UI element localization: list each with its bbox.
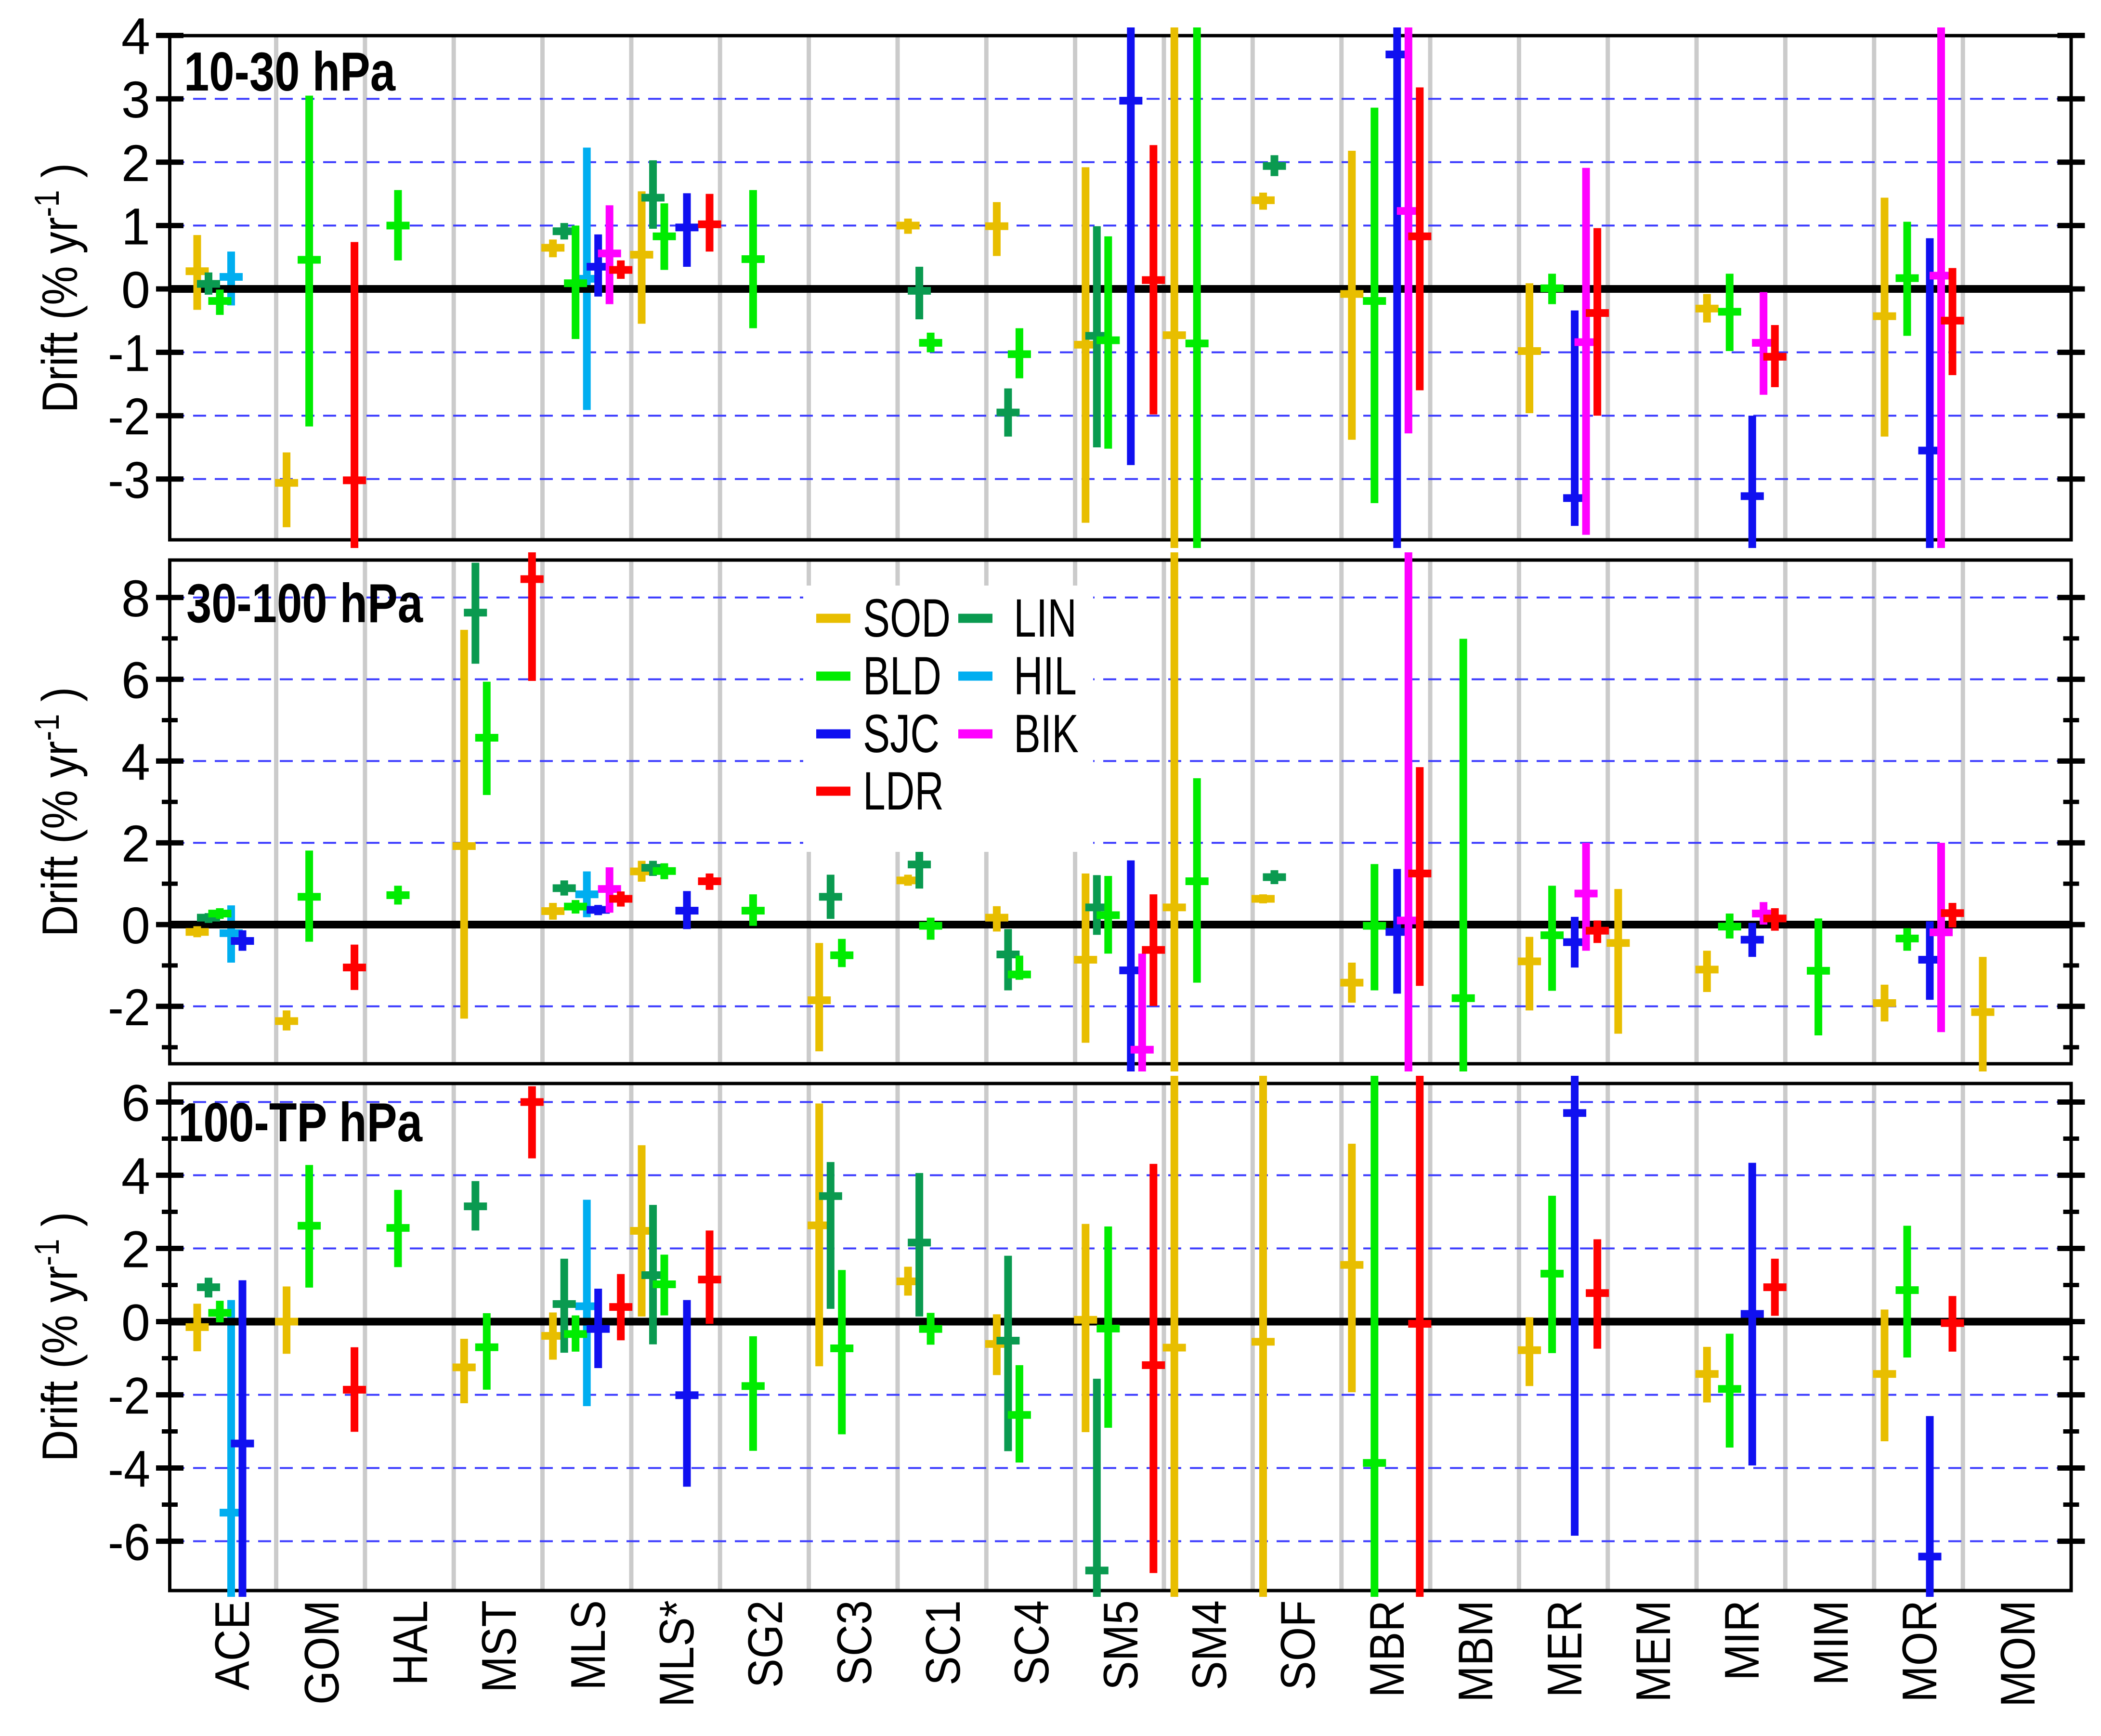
svg-text:30-100 hPa: 30-100 hPa (186, 573, 423, 634)
svg-text:ACE: ACE (206, 1600, 260, 1690)
svg-text:MEM: MEM (1627, 1600, 1681, 1702)
svg-text:-2: -2 (108, 387, 150, 445)
svg-text:0: 0 (121, 261, 150, 319)
svg-text:SOD: SOD (863, 588, 951, 648)
svg-text:6: 6 (121, 651, 150, 709)
svg-text:BIK: BIK (1014, 704, 1079, 764)
svg-text:MLS: MLS (561, 1600, 615, 1690)
svg-text:SC1: SC1 (916, 1600, 970, 1685)
svg-text:SOF: SOF (1271, 1600, 1325, 1690)
svg-text:-1: -1 (108, 324, 150, 382)
svg-text:MOM: MOM (1991, 1600, 2045, 1707)
svg-text:8: 8 (121, 569, 150, 627)
svg-text:MLS*: MLS* (650, 1600, 704, 1707)
svg-text:GOM: GOM (295, 1600, 349, 1705)
svg-text:Drift (% yr-1 ): Drift (% yr-1 ) (28, 163, 88, 413)
svg-text:-3: -3 (108, 451, 150, 509)
svg-text:LDR: LDR (863, 761, 944, 821)
svg-text:HIL: HIL (1014, 646, 1077, 706)
svg-text:SJC: SJC (863, 704, 940, 764)
svg-text:4: 4 (121, 1147, 150, 1205)
svg-text:SC4: SC4 (1005, 1600, 1059, 1685)
svg-text:3: 3 (121, 70, 150, 129)
svg-text:BLD: BLD (863, 646, 941, 706)
svg-text:2: 2 (121, 814, 150, 873)
svg-text:MBM: MBM (1449, 1600, 1503, 1702)
svg-text:2: 2 (121, 134, 150, 192)
svg-text:6: 6 (121, 1074, 150, 1132)
svg-text:0: 0 (121, 1293, 150, 1352)
svg-text:SC3: SC3 (828, 1600, 882, 1685)
svg-text:MIM: MIM (1804, 1600, 1858, 1685)
svg-text:MIR: MIR (1715, 1600, 1769, 1681)
svg-text:MER: MER (1538, 1600, 1592, 1697)
svg-text:0: 0 (121, 896, 150, 954)
svg-text:4: 4 (121, 7, 150, 65)
svg-text:-2: -2 (108, 978, 150, 1036)
svg-text:-2: -2 (108, 1367, 150, 1425)
svg-text:SM4: SM4 (1183, 1600, 1237, 1690)
svg-text:HAL: HAL (384, 1600, 438, 1685)
svg-text:MST: MST (472, 1600, 526, 1693)
svg-text:1: 1 (121, 197, 150, 255)
svg-text:4: 4 (121, 732, 150, 791)
svg-text:-6: -6 (108, 1513, 150, 1571)
svg-text:MBR: MBR (1360, 1600, 1414, 1697)
svg-text:-4: -4 (108, 1440, 150, 1498)
svg-text:2: 2 (121, 1220, 150, 1279)
svg-text:10-30 hPa: 10-30 hPa (184, 41, 396, 103)
svg-text:SM5: SM5 (1094, 1600, 1148, 1690)
svg-text:MOR: MOR (1893, 1600, 1947, 1702)
svg-text:100-TP hPa: 100-TP hPa (178, 1092, 423, 1153)
svg-text:SG2: SG2 (739, 1600, 793, 1688)
svg-text:LIN: LIN (1014, 588, 1077, 648)
